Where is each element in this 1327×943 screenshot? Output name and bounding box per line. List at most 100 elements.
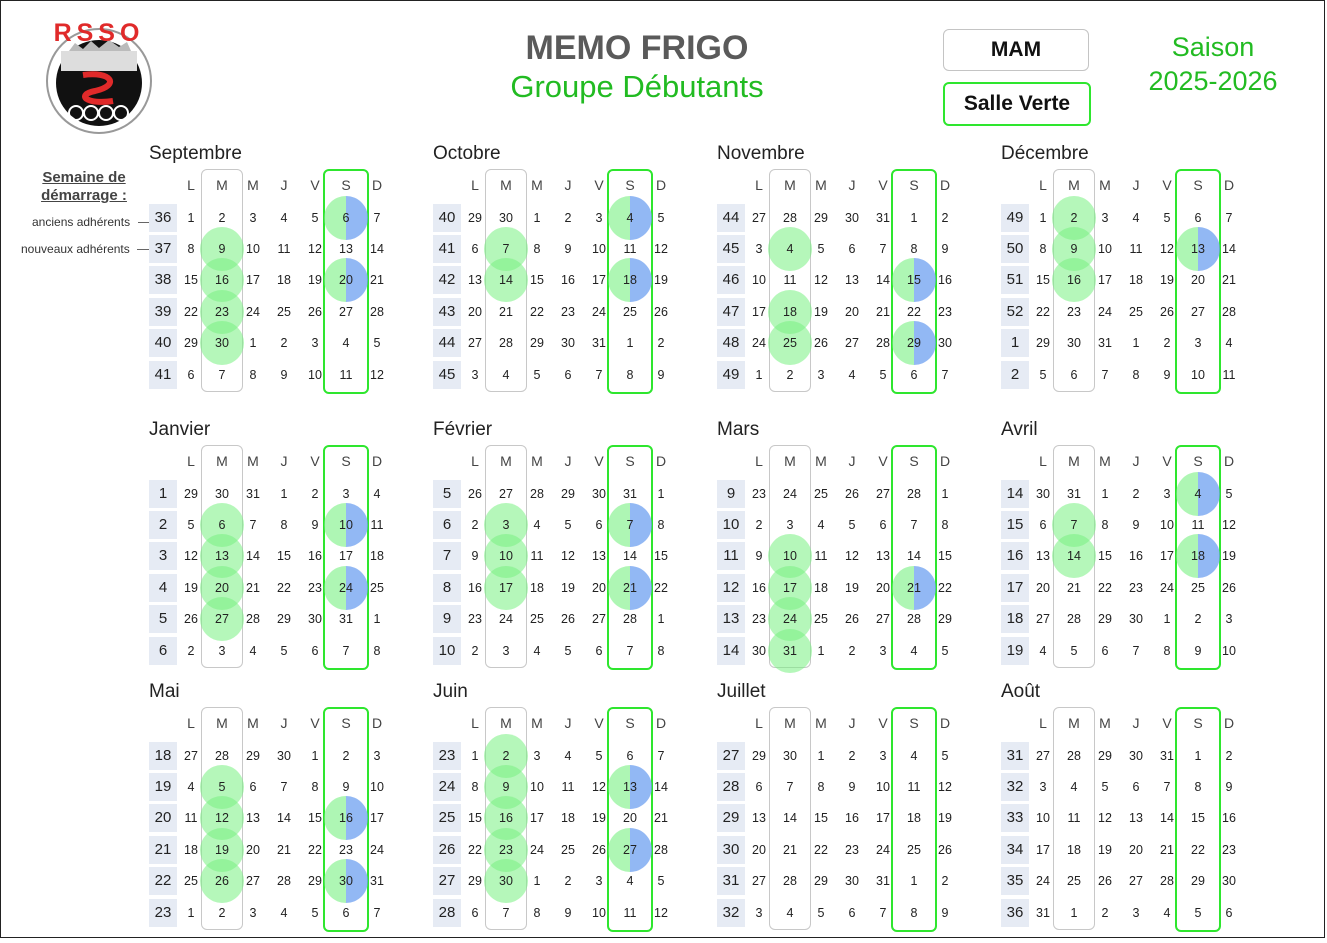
day-cell: 18 xyxy=(184,843,198,857)
day-cell: 31 xyxy=(876,874,890,888)
day-cell: 3 xyxy=(311,336,319,350)
day-cell: 2 xyxy=(786,368,794,382)
day-cell: 3 xyxy=(249,211,257,225)
day-cell: 12 xyxy=(370,368,384,382)
day-cell: 1 xyxy=(657,487,665,501)
day-cell: 6 xyxy=(471,906,479,920)
day-cell: 6 xyxy=(471,242,479,256)
weekday-header: J xyxy=(280,715,288,731)
day-cell: 30 xyxy=(1129,749,1143,763)
day-cell: 17 xyxy=(1160,549,1174,563)
day-cell: 4 xyxy=(280,906,288,920)
week-number: 19 xyxy=(149,773,177,801)
day-cell: 14 xyxy=(1160,811,1174,825)
day-cell: 28 xyxy=(1160,874,1174,888)
day-cell: 12 xyxy=(1160,242,1174,256)
weekday-header: J xyxy=(848,715,856,731)
day-cell: 11 xyxy=(184,811,198,825)
day-cell: 27 xyxy=(592,612,606,626)
day-cell: 4 xyxy=(1132,211,1140,225)
weekday-header: J xyxy=(848,177,856,193)
day-cell: 16 xyxy=(1129,549,1143,563)
day-cell: 25 xyxy=(1191,581,1205,595)
week-number: 14 xyxy=(1001,480,1029,508)
weekday-header: M xyxy=(1099,453,1111,469)
day-cell: 7 xyxy=(626,644,634,658)
day-cell: 7 xyxy=(941,368,949,382)
week-number: 36 xyxy=(149,204,177,232)
day-cell: 3 xyxy=(1194,336,1202,350)
day-cell: 9 xyxy=(502,780,510,794)
week-number: 40 xyxy=(149,329,177,357)
day-cell: 1 xyxy=(249,336,257,350)
day-cell: 11 xyxy=(1222,368,1236,382)
day-cell: 8 xyxy=(280,518,288,532)
day-cell: 12 xyxy=(184,549,198,563)
day-cell: 21 xyxy=(246,581,260,595)
day-cell: 24 xyxy=(752,336,766,350)
day-cell: 28 xyxy=(783,874,797,888)
start-week-circle-new-members xyxy=(200,597,244,641)
day-cell: 14 xyxy=(623,549,637,563)
svg-text:RSSO: RSSO xyxy=(54,19,145,47)
weekday-header: L xyxy=(471,453,479,469)
day-cell: 1 xyxy=(533,211,541,225)
week-number: 7 xyxy=(433,542,461,570)
day-cell: 1 xyxy=(910,874,918,888)
saturday-column-frame xyxy=(607,707,653,932)
day-cell: 7 xyxy=(1070,518,1078,532)
month-name: Août xyxy=(1001,681,1041,702)
day-cell: 22 xyxy=(277,581,291,595)
weekday-header: V xyxy=(594,453,604,469)
day-cell: 21 xyxy=(623,581,637,595)
day-cell: 14 xyxy=(277,811,291,825)
day-cell: 9 xyxy=(1225,780,1233,794)
day-cell: 29 xyxy=(1098,612,1112,626)
rsso-logo: RSSO xyxy=(31,15,166,135)
page-title: MEMO FRIGO xyxy=(525,29,749,67)
day-cell: 7 xyxy=(626,518,634,532)
week-number: 44 xyxy=(717,204,745,232)
day-cell: 5 xyxy=(879,368,887,382)
day-cell: 26 xyxy=(592,843,606,857)
day-cell: 19 xyxy=(308,273,322,287)
week-number: 2 xyxy=(149,511,177,539)
day-cell: 28 xyxy=(907,612,921,626)
day-cell: 17 xyxy=(530,811,544,825)
day-cell: 23 xyxy=(468,612,482,626)
day-cell: 3 xyxy=(817,368,825,382)
day-cell: 21 xyxy=(370,273,384,287)
day-cell: 2 xyxy=(1225,749,1233,763)
week-number: 17 xyxy=(1001,574,1029,602)
day-cell: 21 xyxy=(1160,843,1174,857)
day-cell: 4 xyxy=(1070,780,1078,794)
day-cell: 4 xyxy=(1225,336,1233,350)
day-cell: 3 xyxy=(755,242,763,256)
day-cell: 19 xyxy=(1098,843,1112,857)
day-cell: 2 xyxy=(280,336,288,350)
day-cell: 29 xyxy=(184,487,198,501)
day-cell: 9 xyxy=(848,780,856,794)
weekday-header: V xyxy=(310,453,320,469)
day-cell: 26 xyxy=(308,305,322,319)
day-cell: 23 xyxy=(1067,305,1081,319)
day-cell: 4 xyxy=(786,242,794,256)
week-number: 39 xyxy=(149,298,177,326)
day-cell: 2 xyxy=(1101,906,1109,920)
weekday-header: S xyxy=(1193,177,1203,193)
day-cell: 17 xyxy=(752,305,766,319)
day-cell: 1 xyxy=(1101,487,1109,501)
month-name: Février xyxy=(433,419,493,440)
day-cell: 3 xyxy=(373,749,381,763)
day-cell: 21 xyxy=(1222,273,1236,287)
day-cell: 10 xyxy=(246,242,260,256)
week-number: 45 xyxy=(433,361,461,389)
weekday-header: M xyxy=(784,715,796,731)
week-number: 50 xyxy=(1001,235,1029,263)
day-cell: 30 xyxy=(215,336,229,350)
day-cell: 22 xyxy=(938,581,952,595)
day-cell: 27 xyxy=(246,874,260,888)
day-cell: 3 xyxy=(218,644,226,658)
day-cell: 30 xyxy=(277,749,291,763)
day-cell: 21 xyxy=(876,305,890,319)
